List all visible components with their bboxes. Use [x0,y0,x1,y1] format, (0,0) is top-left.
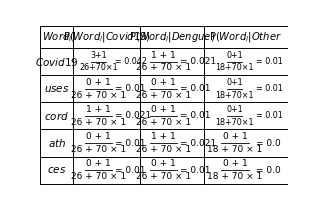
Text: 26 + 70 × 1: 26 + 70 × 1 [136,145,191,154]
Text: = 0.01: = 0.01 [180,111,210,120]
Text: = 0.021: = 0.021 [180,139,216,148]
Text: 0 + 1: 0 + 1 [151,105,176,114]
Text: $Word_i$: $Word_i$ [42,30,72,44]
Text: 18+70×1: 18+70×1 [216,91,254,100]
Text: 0+1: 0+1 [227,51,243,59]
Text: = 0.01: = 0.01 [256,57,283,66]
Text: $ath$: $ath$ [48,137,66,149]
Text: $Covid19$: $Covid19$ [35,55,79,68]
Text: 1 + 1: 1 + 1 [86,105,111,114]
Text: 26 + 70 × 1: 26 + 70 × 1 [71,118,126,127]
Text: 18 + 70 × 1: 18 + 70 × 1 [207,172,262,181]
Text: = 0.01: = 0.01 [256,84,283,93]
Text: 26 + 70 × 1: 26 + 70 × 1 [136,91,191,100]
Text: P($Word_i$|$Other$: P($Word_i$|$Other$ [209,30,282,44]
Text: = 0.021: = 0.021 [115,111,151,120]
Text: 26 + 70 × 1: 26 + 70 × 1 [136,172,191,181]
Text: 18+70×1: 18+70×1 [216,64,254,73]
Text: P($Word_i$|$Covid19$): P($Word_i$|$Covid19$) [63,30,151,44]
Text: 0 + 1: 0 + 1 [86,159,111,168]
Text: 0 + 1: 0 + 1 [151,159,176,168]
Text: 0+1: 0+1 [227,105,243,114]
Text: = 0.021: = 0.021 [180,57,216,66]
Text: = 0.0: = 0.0 [256,139,281,148]
Text: 26 + 70 × 1: 26 + 70 × 1 [71,172,126,181]
Text: P($Word_i$|$Dengue$): P($Word_i$|$Dengue$) [129,30,215,44]
Text: = 0.01: = 0.01 [180,84,210,93]
Text: = 0.01: = 0.01 [256,111,283,120]
Text: 26 + 70 × 1: 26 + 70 × 1 [71,91,126,100]
Text: 26 + 70 × 1: 26 + 70 × 1 [71,145,126,154]
Text: 0 + 1: 0 + 1 [86,78,111,87]
Text: $ces$: $ces$ [47,165,66,175]
Text: 0 + 1: 0 + 1 [151,78,176,87]
Text: 0 + 1: 0 + 1 [222,159,247,168]
Text: 0+1: 0+1 [227,78,243,87]
Text: 1 + 1: 1 + 1 [151,51,176,59]
Text: 1 + 1: 1 + 1 [151,132,176,141]
Text: = 0.01: = 0.01 [115,84,146,93]
Text: = 0.01: = 0.01 [180,166,210,175]
Text: = 0.0: = 0.0 [256,166,281,175]
Text: 26 + 70 × 1: 26 + 70 × 1 [136,64,191,73]
Text: 0 + 1: 0 + 1 [86,132,111,141]
Text: 18+70×1: 18+70×1 [216,118,254,127]
Text: 18 + 70 × 1: 18 + 70 × 1 [207,145,262,154]
Text: 0 + 1: 0 + 1 [222,132,247,141]
Text: $uses$: $uses$ [44,84,69,94]
Text: 26+70×1: 26+70×1 [79,64,117,73]
Text: 3+1: 3+1 [90,51,107,59]
Text: $cord$: $cord$ [44,110,69,122]
Text: 26 + 70 × 1: 26 + 70 × 1 [136,118,191,127]
Text: = 0.01: = 0.01 [115,166,146,175]
Text: = 0.01: = 0.01 [115,139,146,148]
Text: = 0.042: = 0.042 [115,57,147,66]
